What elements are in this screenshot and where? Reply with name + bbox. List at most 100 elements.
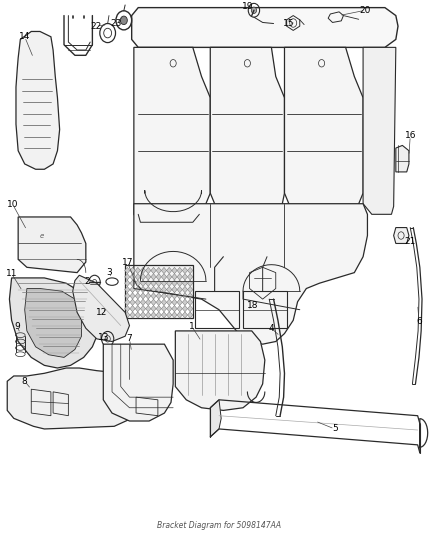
Polygon shape [130,286,135,293]
Polygon shape [177,268,182,273]
Text: 20: 20 [360,6,371,15]
Polygon shape [156,305,161,312]
Polygon shape [172,280,177,286]
Polygon shape [182,286,187,293]
Polygon shape [134,204,367,344]
Polygon shape [125,268,130,273]
Polygon shape [172,273,177,280]
Circle shape [120,16,127,25]
Polygon shape [166,305,172,312]
Polygon shape [125,312,130,318]
Polygon shape [130,293,135,299]
Polygon shape [156,299,161,305]
Polygon shape [177,286,182,293]
Text: Bracket Diagram for 5098147AA: Bracket Diagram for 5098147AA [157,521,281,530]
Text: 1: 1 [189,322,195,331]
Text: 19: 19 [242,2,253,11]
Polygon shape [210,47,285,225]
Polygon shape [135,268,141,273]
Polygon shape [16,31,60,169]
Polygon shape [130,305,135,312]
Polygon shape [177,293,182,299]
Polygon shape [135,273,141,280]
Polygon shape [135,312,141,318]
Polygon shape [146,305,151,312]
Polygon shape [151,280,156,286]
Polygon shape [146,280,151,286]
Polygon shape [172,305,177,312]
Polygon shape [161,305,166,312]
Polygon shape [156,280,161,286]
Text: 15: 15 [283,19,295,28]
Polygon shape [135,293,141,299]
Polygon shape [156,268,161,273]
Polygon shape [146,273,151,280]
Polygon shape [146,293,151,299]
Polygon shape [161,286,166,293]
Polygon shape [125,286,130,293]
Polygon shape [187,305,193,312]
Polygon shape [151,305,156,312]
Polygon shape [182,293,187,299]
Polygon shape [187,268,193,273]
Polygon shape [25,288,81,358]
Polygon shape [172,268,177,273]
Polygon shape [161,299,166,305]
Text: 12: 12 [96,308,108,317]
Polygon shape [130,312,135,318]
Polygon shape [177,305,182,312]
Polygon shape [156,312,161,318]
Polygon shape [187,312,193,318]
Polygon shape [182,280,187,286]
Polygon shape [141,273,146,280]
Polygon shape [175,331,265,410]
Polygon shape [187,299,193,305]
Polygon shape [151,268,156,273]
Polygon shape [130,299,135,305]
Text: 21: 21 [405,237,416,246]
Polygon shape [177,299,182,305]
Text: e: e [40,233,44,239]
Polygon shape [161,293,166,299]
Polygon shape [125,299,130,305]
Text: 23: 23 [111,19,122,28]
Polygon shape [130,280,135,286]
Circle shape [251,7,257,13]
Polygon shape [166,312,172,318]
Text: 14: 14 [19,33,30,41]
Polygon shape [166,286,172,293]
Polygon shape [182,305,187,312]
Polygon shape [172,293,177,299]
Text: 16: 16 [404,131,416,140]
Text: 2: 2 [85,277,90,286]
Polygon shape [166,273,172,280]
Polygon shape [151,286,156,293]
Polygon shape [135,299,141,305]
Polygon shape [141,280,146,286]
Polygon shape [187,293,193,299]
Text: 10: 10 [7,200,19,209]
Polygon shape [182,268,187,273]
Polygon shape [125,273,130,280]
Text: 22: 22 [90,22,102,31]
Polygon shape [177,273,182,280]
Polygon shape [7,368,151,429]
Polygon shape [166,268,172,273]
Polygon shape [18,217,86,272]
Text: 9: 9 [14,322,20,331]
Polygon shape [210,400,221,437]
Polygon shape [177,280,182,286]
Polygon shape [125,305,130,312]
Polygon shape [166,293,172,299]
Polygon shape [141,299,146,305]
Text: 18: 18 [247,301,259,310]
Polygon shape [161,312,166,318]
Polygon shape [187,280,193,286]
Polygon shape [172,299,177,305]
Text: 5: 5 [332,424,338,433]
Polygon shape [172,312,177,318]
Polygon shape [172,286,177,293]
Polygon shape [135,305,141,312]
Polygon shape [130,268,135,273]
Polygon shape [151,293,156,299]
